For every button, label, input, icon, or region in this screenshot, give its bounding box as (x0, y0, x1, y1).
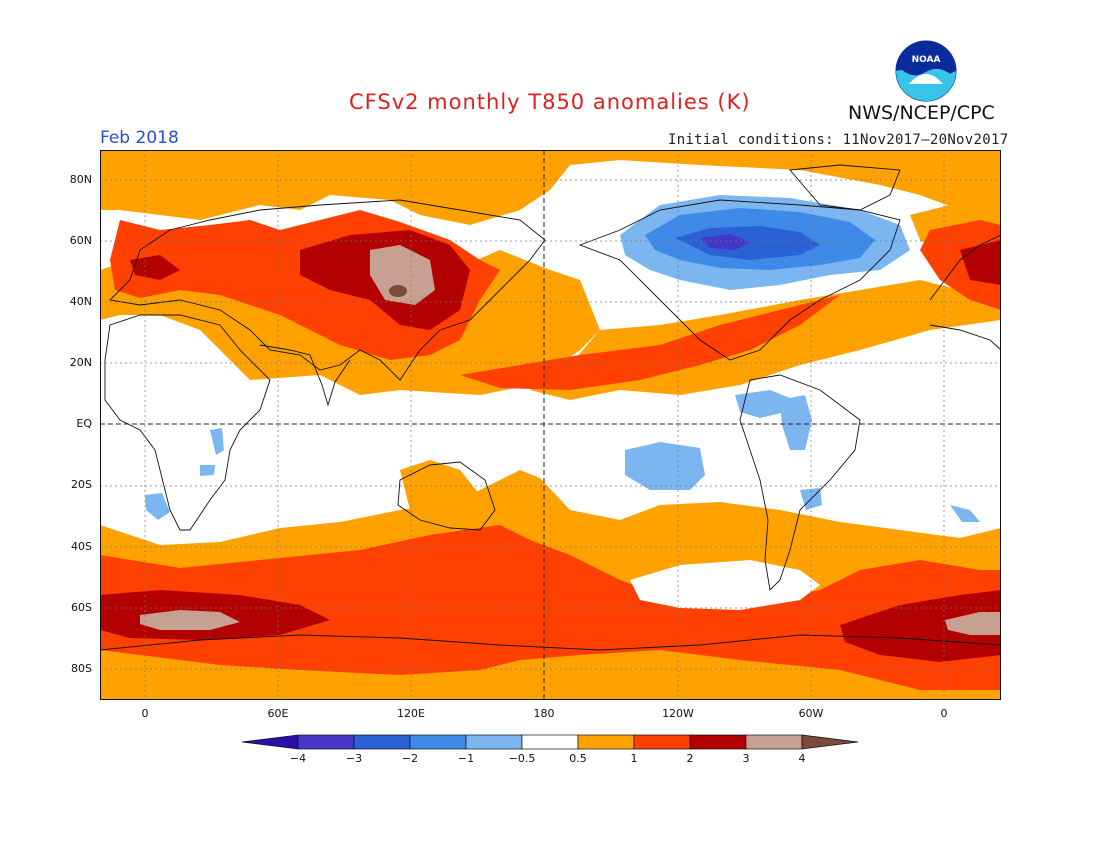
eurasia-coastline (109, 199, 546, 381)
anomaly-region-neutral (630, 560, 820, 610)
y-label: EQ (76, 417, 92, 430)
noaa-logo: NOAA (895, 40, 957, 102)
y-label: 20N (69, 356, 92, 369)
anomaly-region-red (100, 525, 1001, 690)
x-label: 60E (267, 707, 289, 720)
north-america-coastline (578, 199, 901, 361)
colorbar-swatch (521, 734, 579, 750)
agency-label: NWS/NCEP/CPC (848, 102, 995, 124)
y-label: 40N (69, 295, 92, 308)
colorbar-swatch (745, 734, 803, 750)
colorbar-swatch (353, 734, 411, 750)
africa-coastline (104, 314, 271, 531)
y-label: 20S (71, 478, 92, 491)
anomaly-map (100, 150, 1001, 700)
anomaly-region-red (460, 295, 840, 390)
colorbar-label: −3 (345, 752, 363, 765)
colorbar-label: −4 (289, 752, 307, 765)
greenland-coastline (789, 164, 901, 211)
x-label: 180 (533, 707, 555, 720)
colorbar-swatch (689, 734, 747, 750)
y-label: 80S (71, 662, 92, 675)
anomaly-region-tan (140, 610, 240, 630)
colorbar (241, 734, 859, 750)
anomaly-region-lightblue (735, 390, 790, 418)
colorbar-label: 2 (686, 752, 694, 765)
y-label: 80N (69, 173, 92, 186)
noaa-logo-text: NOAA (912, 55, 941, 65)
x-label: 0 (141, 707, 149, 720)
x-label: 120W (662, 707, 694, 720)
anomaly-region-lightblue (625, 442, 705, 490)
australia-coastline (397, 461, 496, 531)
colorbar-label: 0.5 (569, 752, 587, 765)
colorbar-label: −0.5 (508, 752, 536, 765)
y-label: 40S (71, 540, 92, 553)
colorbar-label: 4 (798, 752, 806, 765)
anomaly-region-brown (389, 285, 407, 297)
colorbar-swatch (297, 734, 355, 750)
y-label: 60N (69, 234, 92, 247)
colorbar-arrow-low (241, 734, 299, 750)
europe-repeat-coastline (929, 234, 1001, 301)
colorbar-label: 1 (630, 752, 638, 765)
colorbar-arrow-high (801, 734, 859, 750)
antarctica-coastline (100, 634, 1001, 651)
anomaly-region-lightblue (200, 465, 215, 476)
anomaly-region-lightblue (145, 493, 170, 520)
anomaly-region-orange (400, 460, 480, 535)
chart-title: CFSv2 monthly T850 anomalies (K) (349, 90, 751, 114)
anomaly-region-lightblue (950, 505, 980, 522)
colorbar-swatch (633, 734, 691, 750)
india-coastline (259, 344, 351, 407)
y-label: 60S (71, 601, 92, 614)
anomaly-region-tan (370, 245, 435, 305)
colorbar-label: −2 (401, 752, 419, 765)
anomaly-region-lightblue (780, 395, 812, 450)
anomaly-region-orange (100, 150, 1001, 225)
anomaly-region-tan (945, 612, 1001, 635)
colorbar-label: −1 (457, 752, 475, 765)
anomaly-region-darkred (130, 255, 180, 280)
x-label: 120E (397, 707, 425, 720)
anomaly-region-darkblue (700, 234, 750, 250)
colorbar-swatch (577, 734, 635, 750)
map-frame (100, 150, 1001, 700)
anomaly-region-red (920, 220, 1001, 310)
colorbar-swatch (465, 734, 523, 750)
coastlines (100, 164, 1001, 651)
x-label: 0 (940, 707, 948, 720)
anomaly-region-darkred (960, 240, 1001, 285)
reference-lines (100, 150, 1001, 700)
forecast-period: Feb 2018 (100, 128, 179, 148)
x-label: 60W (798, 707, 824, 720)
anomaly-region-lightblue (210, 428, 224, 455)
colorbar-label: 3 (742, 752, 750, 765)
south-america-coastline (739, 374, 861, 591)
initial-conditions-label: Initial conditions: 11Nov2017–20Nov2017 (668, 132, 1009, 148)
gridlines (100, 150, 1001, 700)
africa-repeat-coastline (929, 324, 1001, 351)
colorbar-swatch (409, 734, 467, 750)
